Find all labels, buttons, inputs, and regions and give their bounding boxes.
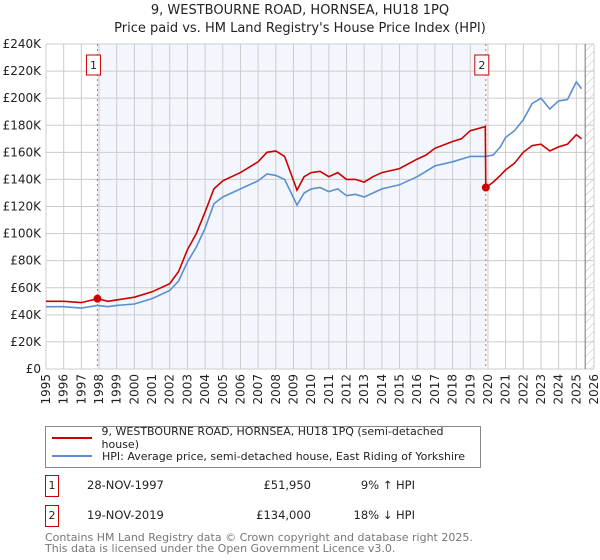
property-series-line (46, 125, 583, 304)
x-tick-label: 2004 (198, 374, 212, 405)
y-tick-label: £120K (3, 200, 43, 214)
y-tick-label: £60K (10, 281, 42, 295)
y-tick-label: £180K (3, 118, 43, 132)
legend-label: HPI: Average price, semi-detached house,… (102, 449, 466, 463)
x-tick-label: 2003 (180, 374, 194, 405)
legend-blue-line (52, 455, 92, 457)
x-tick-label: 2010 (304, 374, 318, 405)
x-tick-label: 2008 (269, 374, 283, 405)
y-tick-label: £140K (3, 172, 43, 186)
y-tick-label: £240K (3, 37, 43, 51)
x-tick-label: 2021 (499, 374, 513, 405)
legend-label: 9, WESTBOURNE ROAD, HORNSEA, HU18 1PQ (s… (101, 425, 444, 451)
x-tick-label: 2012 (340, 374, 354, 405)
x-tick-label: 2020 (481, 374, 495, 405)
transaction-hpi: 9% ↑ HPI (360, 478, 415, 492)
transaction-number: 2 (45, 505, 59, 527)
legend: 9, WESTBOURNE ROAD, HORNSEA, HU18 1PQ (s… (45, 425, 481, 468)
x-tick-label: 2009 (286, 374, 300, 405)
legend-item-hpi: HPI: Average price, semi-detached house,… (52, 448, 465, 464)
x-tick-label: 2000 (127, 374, 141, 405)
x-tick-label: 2006 (233, 374, 247, 405)
transaction-date: 28-NOV-1997 (87, 478, 164, 492)
y-tick-label: £100K (3, 227, 43, 241)
y-tick-label: £20K (10, 335, 42, 349)
marker-box (474, 54, 490, 76)
marker-box (85, 54, 101, 76)
transaction-date: 19-NOV-2019 (87, 508, 164, 522)
x-tick-label: 2016 (410, 374, 424, 405)
chart-title: 9, WESTBOURNE ROAD, HORNSEA, HU18 1PQ (150, 3, 450, 18)
x-tick-label: 2023 (534, 374, 548, 405)
x-tick-label: 1995 (39, 374, 53, 405)
x-tick-label: 1996 (57, 374, 71, 405)
x-tick-label: 2025 (569, 374, 583, 405)
x-tick-label: 2026 (587, 374, 600, 405)
transaction-hpi: 18% ↓ HPI (353, 508, 415, 522)
marker-label: 2 (478, 59, 485, 72)
price-chart: £0 £20K £40K £60K £80K £100K £120K £140K £160K £1… (3, 37, 600, 405)
sale-point (481, 183, 490, 192)
x-tick-label: 2013 (357, 374, 371, 405)
y-tick-label: £160K (3, 145, 43, 159)
x-tick-label: 2005 (216, 374, 230, 405)
footer-licence: This data is licensed under the Open Gov… (45, 542, 396, 555)
x-tick-label: 2014 (375, 374, 389, 405)
x-tick-label: 2019 (463, 374, 477, 405)
x-tick-label: 2017 (428, 374, 442, 405)
transaction-price: £134,000 (256, 508, 311, 522)
hpi-series-line (46, 80, 583, 309)
chart-subtitle: Price paid vs. HM Land Registry's House … (114, 21, 486, 36)
x-tick-label: 2015 (393, 374, 407, 405)
x-tick-label: 2002 (163, 374, 177, 405)
y-tick-label: £80K (10, 254, 42, 268)
x-tick-label: 2001 (145, 374, 159, 405)
x-tick-label: 2024 (552, 374, 566, 405)
footer-copyright: Contains HM Land Registry data © Crown c… (45, 531, 473, 544)
sale-point (93, 294, 102, 303)
legend-red-line (52, 437, 92, 439)
x-tick-label: 2018 (446, 374, 460, 405)
transaction-price: £51,950 (263, 478, 311, 492)
x-tick-label: 2022 (516, 374, 530, 405)
transaction-number: 1 (45, 475, 59, 497)
marker-label: 1 (90, 59, 97, 72)
y-tick-label: £40K (10, 308, 42, 322)
x-tick-label: 1998 (92, 374, 106, 405)
y-tick-label: £0 (26, 362, 41, 376)
x-tick-label: 2011 (322, 374, 336, 405)
x-tick-label: 1999 (110, 374, 124, 405)
y-tick-label: £200K (3, 91, 43, 105)
y-tick-label: £220K (3, 64, 43, 78)
x-tick-label: 2007 (251, 374, 265, 405)
x-tick-label: 1997 (74, 374, 88, 405)
legend-item-property: 9, WESTBOURNE ROAD, HORNSEA, HU18 1PQ (s… (52, 425, 480, 451)
